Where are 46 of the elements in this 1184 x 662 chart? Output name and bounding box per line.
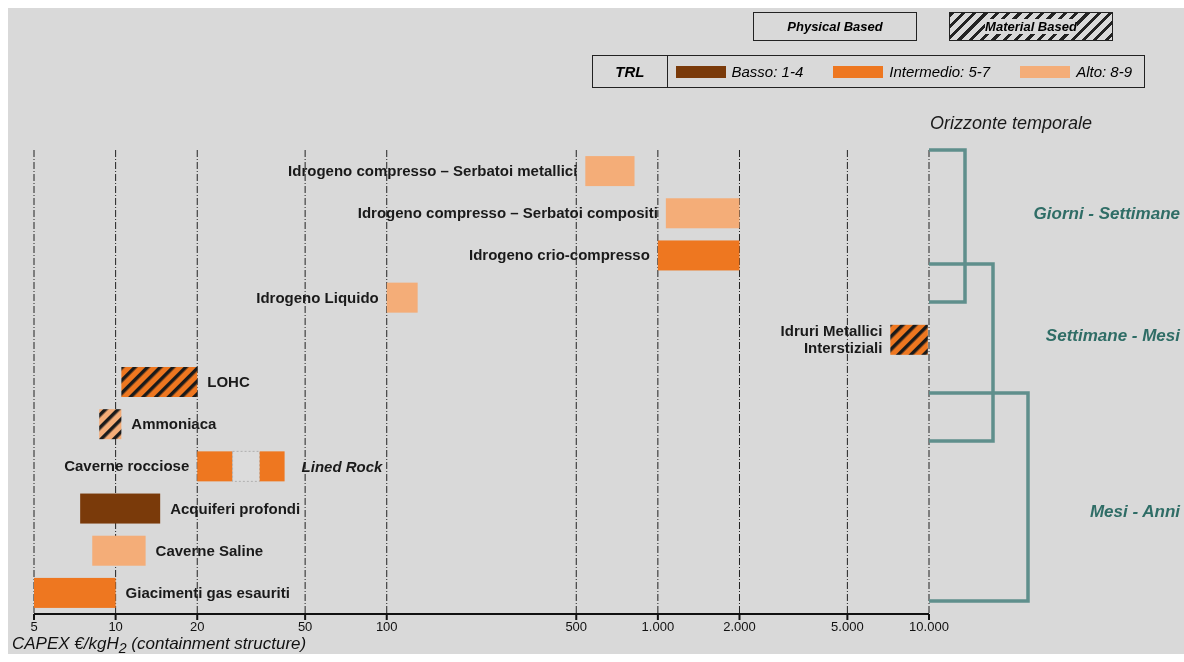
x-tick-label: 10.000 xyxy=(909,619,949,635)
text: Mesi - Anni xyxy=(1089,502,1182,521)
x-tick-label: 1.000 xyxy=(641,619,675,635)
bar xyxy=(92,535,146,566)
text: Material Based xyxy=(985,19,1077,34)
legend-label: Intermedio: 5-7 xyxy=(889,63,991,80)
bar xyxy=(657,240,740,271)
y-tick-label: Idrogeno compresso – Serbatoi compositi xyxy=(357,204,658,222)
x-tick-label: 50 xyxy=(297,619,313,635)
bar xyxy=(99,409,122,440)
y-tick-label: Caverne Saline xyxy=(155,541,264,559)
text: Giorni - Settimane xyxy=(1033,204,1180,223)
legend-label: Alto: 8-9 xyxy=(1076,63,1132,80)
bar xyxy=(34,577,116,608)
bar xyxy=(80,493,161,524)
y-tick-label: Idrogeno compresso – Serbatoi metallici xyxy=(288,162,578,180)
y-tick-label: Idruri Metallici Interstiziali xyxy=(780,322,883,357)
x-tick-label: 100 xyxy=(375,619,398,635)
bar xyxy=(386,282,418,313)
y-tick-label: Ammoniaca xyxy=(131,415,218,433)
y-tick-label: Giacimenti gas esauriti xyxy=(125,583,290,601)
x-tick-label: 5 xyxy=(30,619,38,635)
bar xyxy=(121,367,198,397)
annotation: Lined Rock xyxy=(301,458,384,476)
y-tick-label: LOHC xyxy=(207,373,250,390)
x-tick-label: 2.000 xyxy=(723,619,756,635)
x-tick-label: 5.000 xyxy=(831,619,864,635)
bar xyxy=(259,451,285,482)
bar xyxy=(665,198,740,229)
x-axis-title: CAPEX €/kgH$_{2}$ (containment structure) xyxy=(12,634,307,657)
legend-label: Basso: 1-4 xyxy=(731,63,804,80)
y-tick-label: Idrogeno crio-compresso xyxy=(469,246,650,264)
text: Orizzonte temporale xyxy=(930,113,1093,133)
bar xyxy=(890,324,928,355)
x-tick-label: 20 xyxy=(190,619,205,635)
x-tick-label: 10 xyxy=(108,619,123,635)
x-tick-label: 500 xyxy=(565,619,588,635)
bar xyxy=(585,156,635,187)
y-tick-label: Acquiferi profondi xyxy=(170,499,301,517)
y-tick-label: Idrogeno Liquido xyxy=(256,288,379,306)
bar xyxy=(197,451,233,482)
text: Settimane - Mesi xyxy=(1045,326,1182,345)
bar xyxy=(232,450,261,482)
y-tick-label: Caverne rocciose xyxy=(64,457,190,475)
legend-title: TRL xyxy=(593,56,668,87)
text: Physical Based xyxy=(787,19,883,34)
